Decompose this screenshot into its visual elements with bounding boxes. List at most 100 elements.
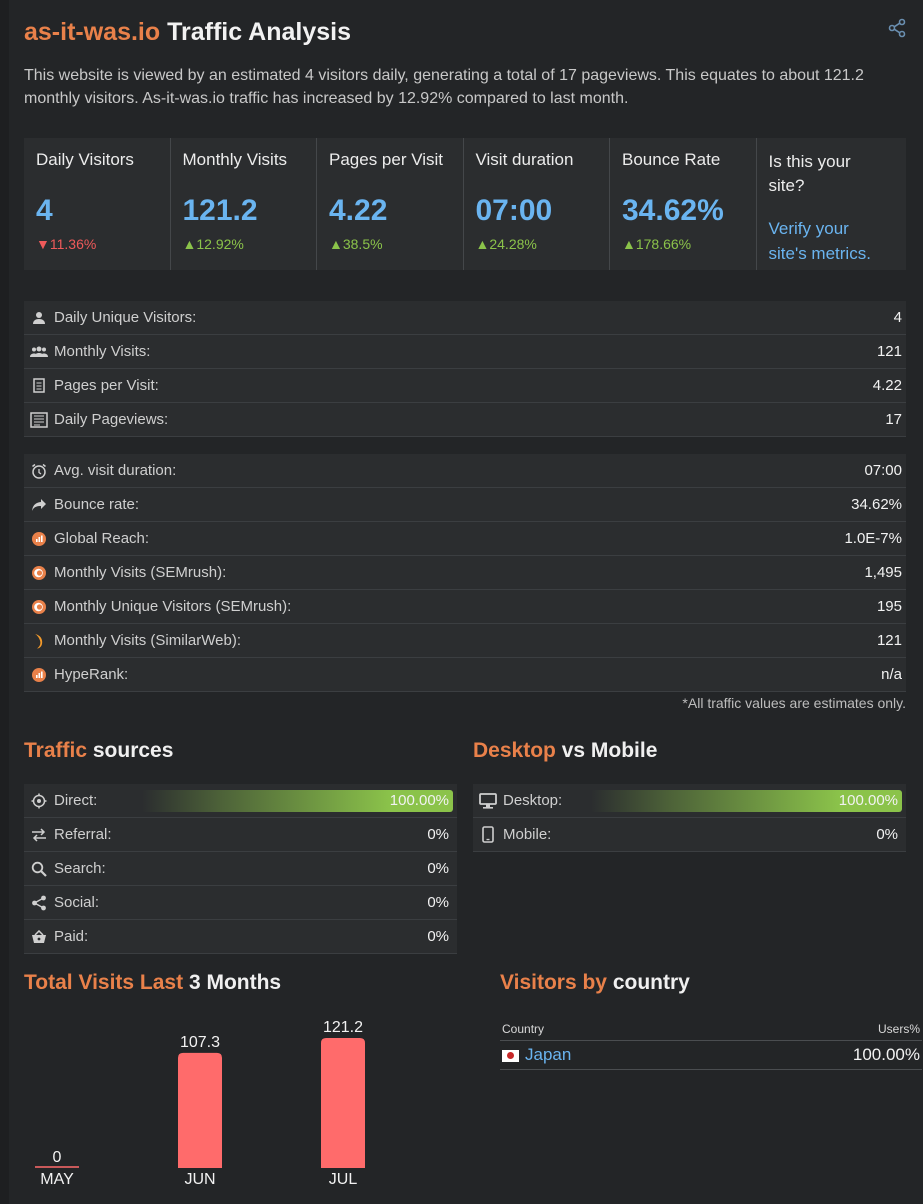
- card-verify: Is this your site? Verify your site's me…: [757, 138, 904, 270]
- stat-label: Monthly Unique Visitors (SEMrush):: [54, 598, 292, 615]
- stat-row-avg-duration: Avg. visit duration: 07:00: [24, 454, 906, 488]
- card-label: Daily Visitors: [36, 150, 134, 169]
- stat-label: Bounce rate:: [54, 496, 140, 513]
- bar-category-label: JUN: [184, 1171, 215, 1188]
- col-users: Users%: [877, 1022, 920, 1036]
- stat-value: n/a: [881, 666, 902, 683]
- verify-link[interactable]: Verify your site's metrics.: [768, 219, 871, 263]
- stat-label: HypeRank:: [54, 666, 129, 683]
- source-value: 0%: [427, 826, 449, 843]
- bar-jul: [321, 1038, 365, 1168]
- country-table-header: Country Users%: [500, 1018, 922, 1041]
- device-value: 100.00%: [838, 792, 898, 809]
- bar-category-label: MAY: [40, 1171, 74, 1188]
- left-edge-strip: [0, 0, 9, 1204]
- source-value: 0%: [427, 928, 449, 945]
- title-rest: Traffic Analysis: [167, 18, 351, 46]
- source-value: 0%: [427, 860, 449, 877]
- card-bounce-rate: Bounce Rate 34.62% ▲178.66%: [610, 138, 757, 270]
- country-link[interactable]: Japan: [525, 1045, 572, 1064]
- source-label: Search:: [54, 860, 106, 877]
- stat-row-pages-per-visit: Pages per Visit: 4.22: [24, 369, 906, 403]
- stat-row-semrush-unique: Monthly Unique Visitors (SEMrush): 195: [24, 590, 906, 624]
- stat-label: Avg. visit duration:: [54, 462, 177, 479]
- source-row-social: Social: 0%: [24, 886, 457, 920]
- bar-category-label: JUL: [329, 1171, 358, 1188]
- device-label: Desktop:: [503, 792, 563, 809]
- device-row-mobile: Mobile: 0%: [473, 818, 906, 852]
- stat-value: 07:00: [864, 462, 902, 479]
- card-value: 4: [36, 194, 53, 227]
- stat-label: Monthly Visits (SimilarWeb):: [54, 632, 241, 649]
- stat-value: 4: [893, 309, 902, 326]
- stat-value: 34.62%: [851, 496, 902, 513]
- basket-icon: [28, 927, 50, 947]
- alexa-icon: [28, 529, 50, 549]
- card-change: ▲24.28%: [475, 236, 537, 252]
- source-value: 0%: [427, 894, 449, 911]
- stat-label: Daily Pageviews:: [54, 411, 169, 428]
- devices-table: Desktop: 100.00% Mobile: 0%: [473, 784, 906, 852]
- source-value: 100.00%: [389, 792, 449, 809]
- card-value: 4.22: [329, 194, 388, 227]
- country-table: Country Users% Japan 100.00%: [500, 1018, 922, 1070]
- alarm-icon: [28, 461, 50, 481]
- title-accent: Total Visits Last: [24, 971, 184, 994]
- source-label: Direct:: [54, 792, 98, 809]
- stat-row-hyperank: HypeRank: n/a: [24, 658, 906, 692]
- devices-title: Desktop vs Mobile: [473, 739, 657, 763]
- source-row-search: Search: 0%: [24, 852, 457, 886]
- card-change: ▲178.66%: [622, 236, 692, 252]
- hyperank-icon: [28, 665, 50, 685]
- site-name: as-it-was.io: [24, 18, 161, 46]
- card-value: 07:00: [475, 194, 553, 227]
- title-accent: Desktop: [473, 739, 556, 762]
- stat-value: 195: [876, 598, 902, 615]
- source-row-referral: Referral: 0%: [24, 818, 457, 852]
- card-daily-visitors: Daily Visitors 4 ▼11.36%: [24, 138, 171, 270]
- verify-question: Is this your site?: [768, 152, 851, 195]
- stat-value: 1,495: [864, 564, 902, 581]
- similarweb-icon: [28, 631, 50, 651]
- card-change: ▲12.92%: [182, 236, 244, 252]
- group-icon: [28, 342, 50, 362]
- card-change: ▼11.36%: [36, 236, 97, 252]
- card-value: 34.62%: [622, 194, 724, 227]
- bar-jun: [178, 1052, 222, 1168]
- col-country: Country: [502, 1022, 545, 1036]
- country-title: Visitors by country: [500, 971, 690, 995]
- title-rest: country: [612, 971, 690, 994]
- stat-row-global-reach: Global Reach: 1.0E-7%: [24, 522, 906, 556]
- stat-value: 121: [876, 343, 902, 360]
- stats-table-basic: Daily Unique Visitors: 4 Monthly Visits:…: [24, 301, 906, 437]
- semrush-icon: [28, 563, 50, 583]
- stat-label: Global Reach:: [54, 530, 150, 547]
- phone-icon: [477, 825, 499, 845]
- stat-row-semrush-visits: Monthly Visits (SEMrush): 1,495: [24, 556, 906, 590]
- estimates-note: *All traffic values are estimates only.: [682, 695, 906, 711]
- bar-value-label: 121.2: [323, 1019, 363, 1036]
- swap-icon: [28, 825, 50, 845]
- stats-table-extended: Avg. visit duration: 07:00 Bounce rate: …: [24, 454, 906, 692]
- title-accent: Visitors by: [500, 971, 607, 994]
- card-pages-per-visit: Pages per Visit 4.22 ▲38.5%: [317, 138, 464, 270]
- page-title: as-it-was.io Traffic Analysis: [24, 18, 351, 47]
- title-rest: vs Mobile: [561, 739, 658, 762]
- share-icon[interactable]: [887, 18, 907, 38]
- person-icon: [28, 308, 50, 328]
- traffic-sources-table: Direct: 100.00% Referral: 0% Search: 0% …: [24, 784, 457, 954]
- country-row: Japan 100.00%: [500, 1041, 922, 1070]
- search-icon: [28, 859, 50, 879]
- stat-row-bounce-rate: Bounce rate: 34.62%: [24, 488, 906, 522]
- source-label: Referral:: [54, 826, 112, 843]
- visits-bar-chart: 0 MAY 107.3 JUN 121.2 JUL: [35, 1019, 365, 1188]
- source-label: Paid:: [54, 928, 89, 945]
- stat-value: 1.0E-7%: [844, 530, 902, 547]
- japan-flag-icon: [502, 1049, 519, 1062]
- metric-cards: Daily Visitors 4 ▼11.36% Monthly Visits …: [24, 138, 906, 270]
- stat-label: Monthly Visits:: [54, 343, 151, 360]
- page-icon: [28, 376, 50, 396]
- card-label: Pages per Visit: [329, 150, 444, 169]
- title-rest: sources: [92, 739, 174, 762]
- stat-row-daily-pageviews: Daily Pageviews: 17: [24, 403, 906, 437]
